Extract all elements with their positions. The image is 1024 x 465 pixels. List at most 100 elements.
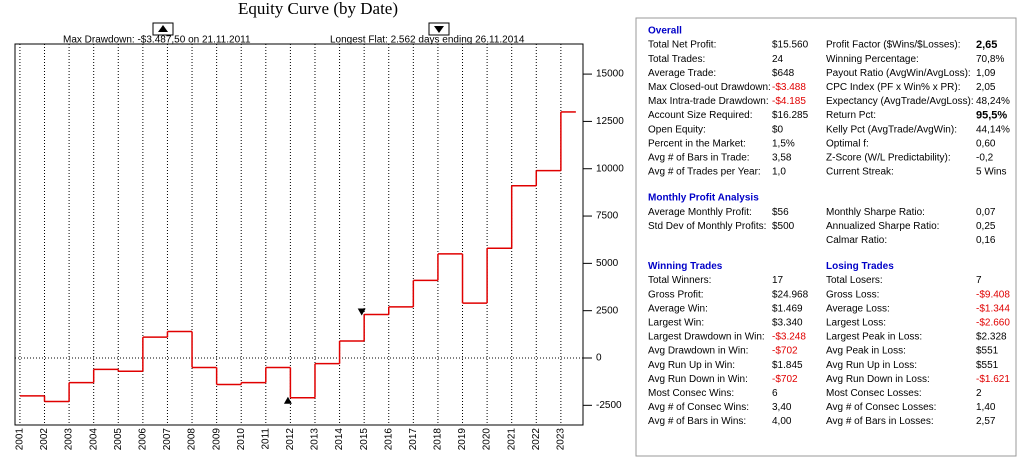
stat-value: 4,00: [772, 416, 792, 427]
x-tick-label: 2015: [359, 428, 370, 451]
stat-value: 95,5%: [976, 110, 1007, 122]
stat-label: Percent in the Market:: [648, 138, 746, 149]
button-icon[interactable]: [158, 25, 168, 32]
stat-value: $56: [772, 207, 789, 218]
stat-value: 7: [976, 275, 982, 286]
stat-label: Most Consec Losses:: [826, 388, 922, 399]
x-tick-label: 2011: [260, 428, 271, 450]
stat-value: 24: [772, 54, 784, 65]
x-tick-label: 2018: [433, 428, 444, 451]
stat-value: -$702: [772, 374, 798, 385]
x-tick-label: 2012: [285, 428, 296, 451]
x-tick-label: 2005: [113, 428, 124, 451]
stat-value: $15.560: [772, 40, 809, 51]
x-tick-label: 2006: [138, 428, 149, 451]
section-title: Winning Trades: [648, 261, 723, 272]
stat-value: 0,16: [976, 235, 996, 246]
stat-value: -0,2: [976, 153, 994, 164]
x-tick-label: 2003: [64, 428, 75, 451]
stat-value: 1,40: [976, 402, 996, 413]
stat-label: Average Win:: [648, 303, 708, 314]
stat-label: Total Trades:: [648, 54, 705, 65]
x-tick-label: 2020: [482, 428, 493, 451]
stat-label: Account Size Required:: [648, 110, 753, 121]
stats-panel: [635, 17, 1017, 457]
stat-value: 0,07: [976, 207, 996, 218]
stat-value: 70,8%: [976, 54, 1004, 65]
stat-value: -$1.344: [976, 303, 1010, 314]
stat-label: Largest Loss:: [826, 318, 886, 329]
stat-label: Avg Run Down in Win:: [648, 374, 748, 385]
x-tick-label: 2001: [15, 428, 26, 451]
event-marker: [283, 396, 292, 404]
stat-label: Average Monthly Profit:: [648, 207, 752, 218]
button-icon[interactable]: [434, 26, 444, 33]
stat-value: $2.328: [976, 332, 1007, 343]
x-tick-label: 2016: [383, 428, 394, 451]
drawdown-button[interactable]: [152, 22, 174, 36]
annotation: Max Drawdown: -$3.487,50 on 21.11.2011: [63, 35, 251, 46]
y-tick-label: 12500: [596, 116, 624, 127]
stat-value: $1.845: [772, 360, 803, 371]
stat-label: Payout Ratio (AvgWin/AvgLoss):: [826, 68, 971, 79]
stat-value: $551: [976, 346, 999, 357]
stat-value: -$9.408: [976, 289, 1010, 300]
section-title: Losing Trades: [826, 261, 894, 272]
flat-button[interactable]: [428, 22, 450, 36]
stat-value: 17: [772, 275, 784, 286]
section-title: Monthly Profit Analysis: [648, 193, 759, 204]
stat-label: Avg # of Consec Losses:: [826, 402, 936, 413]
stat-label: Winning Percentage:: [826, 54, 919, 65]
x-tick-label: 2023: [556, 428, 567, 451]
stat-value: $24.968: [772, 289, 809, 300]
stat-value: 2,05: [976, 82, 996, 93]
stat-label: Avg # of Trades per Year:: [648, 167, 761, 178]
stat-label: Avg Drawdown in Win:: [648, 346, 748, 357]
stat-label: Open Equity:: [648, 124, 706, 135]
stat-label: Std Dev of Monthly Profits:: [648, 221, 766, 232]
stat-label: Total Winners:: [648, 275, 711, 286]
x-tick-label: 2007: [162, 428, 173, 451]
stat-label: Gross Profit:: [648, 289, 704, 300]
stat-value: $551: [976, 360, 999, 371]
stat-label: CPC Index (PF x Win% x PR):: [826, 82, 960, 93]
stat-value: -$1.621: [976, 374, 1010, 385]
event-marker: [357, 308, 366, 316]
x-tick-label: 2022: [531, 428, 542, 451]
stat-label: Avg # of Bars in Wins:: [648, 416, 746, 427]
stat-label: Profit Factor ($Wins/$Losses):: [826, 40, 960, 51]
stat-value: 1,09: [976, 68, 996, 79]
stat-label: Kelly Pct (AvgTrade/AvgWin):: [826, 124, 957, 135]
x-tick-label: 2021: [506, 428, 517, 451]
stat-label: Annualized Sharpe Ratio:: [826, 221, 939, 232]
stat-label: Avg # of Bars in Trade:: [648, 153, 750, 164]
y-tick-label: 2500: [596, 305, 619, 316]
plot-frame: [14, 43, 584, 426]
stat-label: Largest Win:: [648, 318, 704, 329]
stat-value: $16.285: [772, 110, 809, 121]
stat-label: Z-Score (W/L Predictability):: [826, 153, 951, 164]
stat-label: Avg # of Bars in Losses:: [826, 416, 934, 427]
y-tick-label: 7500: [596, 211, 619, 222]
stat-label: Largest Drawdown in Win:: [648, 332, 765, 343]
stat-value: $3.340: [772, 318, 803, 329]
stat-value: -$2.660: [976, 318, 1010, 329]
x-tick-label: 2009: [211, 428, 222, 451]
stat-label: Max Intra-trade Drawdown:: [648, 96, 769, 107]
stat-value: 6: [772, 388, 778, 399]
stat-label: Return Pct:: [826, 110, 876, 121]
stat-value: 0,25: [976, 221, 996, 232]
stat-value: $1.469: [772, 303, 803, 314]
stat-label: Avg Run Up in Loss:: [826, 360, 917, 371]
stat-value: 2: [976, 388, 982, 399]
x-tick-label: 2014: [334, 428, 345, 451]
stat-label: Current Streak:: [826, 167, 894, 178]
stat-value: 2,57: [976, 416, 996, 427]
y-tick-label: 15000: [596, 69, 624, 80]
y-tick-label: 5000: [596, 258, 619, 269]
stat-label: Total Net Profit:: [648, 40, 716, 51]
x-tick-label: 2013: [310, 428, 321, 451]
stat-value: -$4.185: [772, 96, 806, 107]
stat-value: 0,60: [976, 138, 996, 149]
stat-value: 5 Wins: [976, 167, 1007, 178]
